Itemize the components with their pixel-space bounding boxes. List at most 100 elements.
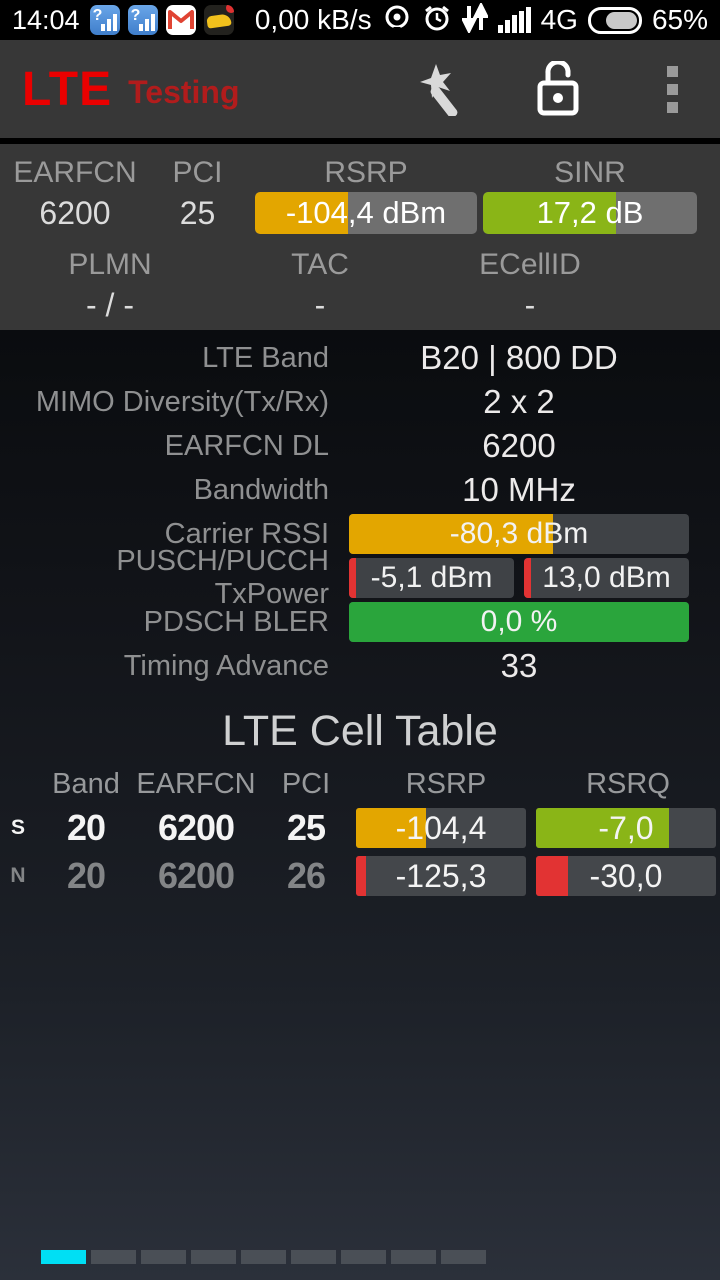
cell-table-row: S 20 6200 25 -104,4 -7,0: [0, 804, 720, 852]
status-bar: 14:04 ? ? 0,00 kB/s: [0, 0, 720, 40]
clock: 14:04: [12, 4, 80, 35]
cell-tag: S: [10, 816, 25, 839]
cell-band: 20: [66, 855, 106, 896]
pager-segment[interactable]: [291, 1250, 336, 1264]
detail-bar: 0,0 %: [349, 602, 689, 642]
col-band: Band: [52, 767, 120, 800]
cell-pci: 26: [286, 855, 326, 896]
pager-segment[interactable]: [91, 1250, 136, 1264]
detail-bar-value: 13,0 dBm: [542, 561, 671, 594]
detail-bar-value: -5,1 dBm: [370, 561, 493, 594]
pager-segment-active[interactable]: [41, 1250, 86, 1264]
detail-label: LTE Band: [202, 341, 329, 374]
col-rsrq: RSRQ: [586, 767, 670, 800]
data-arrows-icon: [460, 1, 489, 38]
ecellid-label: ECellID: [479, 248, 581, 281]
plmn-value: - / -: [86, 287, 134, 323]
cell-tag: N: [10, 864, 26, 887]
location-icon: [382, 3, 412, 38]
detail-bar-tx2: 13,0 dBm: [524, 558, 689, 598]
col-pci: PCI: [281, 767, 331, 800]
detail-value: 6200: [482, 427, 556, 464]
cell-table-row: N 20 6200 26 -125,3 -30,0: [0, 852, 720, 900]
page-body: LTE Band B20 | 800 DD MIMO Diversity(Tx/…: [0, 330, 720, 1280]
detail-row: EARFCN DL 6200: [0, 424, 720, 468]
tac-label: TAC: [291, 248, 349, 281]
rsrp-value: -104,4 dBm: [285, 195, 447, 230]
app-subtitle: Testing: [128, 73, 240, 110]
detail-label: Bandwidth: [193, 473, 329, 506]
detail-label: PDSCH BLER: [143, 605, 329, 638]
magic-wand-icon[interactable]: [418, 61, 470, 117]
cell-rsrq-bar: -30,0: [536, 856, 716, 896]
earfcn-value: 6200: [39, 195, 111, 231]
detail-list: LTE Band B20 | 800 DD MIMO Diversity(Tx/…: [0, 330, 720, 688]
cell-table-rows: S 20 6200 25 -104,4 -7,0 N 20 6200 26 -1…: [0, 804, 720, 900]
pager-segment[interactable]: [441, 1250, 486, 1264]
earfcn-label: EARFCN: [13, 156, 137, 189]
detail-label: Timing Advance: [123, 649, 329, 682]
pager-segment[interactable]: [141, 1250, 186, 1264]
network-traffic: 0,00 kB/s: [254, 4, 372, 35]
detail-value: 33: [500, 647, 538, 684]
app-bar-actions: [418, 61, 698, 117]
cell-rsrp-value: -125,3: [395, 857, 487, 894]
detail-bar-value: 0,0 %: [480, 605, 558, 638]
pager-segment[interactable]: [341, 1250, 386, 1264]
cell-table-header: Band EARFCN PCI RSRP RSRQ: [0, 764, 720, 804]
detail-value: 10 MHz: [462, 471, 576, 508]
game-icon: [203, 5, 234, 35]
col-rsrp: RSRP: [405, 767, 487, 800]
sinr-value: 17,2 dB: [536, 195, 644, 230]
cell-rsrq-value: -7,0: [598, 809, 654, 846]
app-signal-icon: ?: [127, 5, 158, 35]
detail-bar-value: -80,3 dBm: [449, 517, 589, 550]
cell-band: 20: [66, 807, 106, 848]
detail-row: MIMO Diversity(Tx/Rx) 2 x 2: [0, 380, 720, 424]
network-type: 4G: [540, 4, 578, 35]
cell-table-title: LTE Cell Table: [222, 707, 498, 755]
app-signal-icon: ?: [89, 5, 120, 35]
battery-percent: 65%: [651, 4, 708, 35]
detail-label: PUSCH/PUCCH TxPower: [116, 545, 329, 610]
pci-value: 25: [179, 195, 216, 231]
sinr-label: SINR: [554, 156, 626, 189]
detail-label: EARFCN DL: [164, 429, 329, 462]
overflow-menu-icon[interactable]: [646, 61, 698, 117]
cell-rsrp-bar: -125,3: [356, 856, 526, 896]
cell-earfcn: 6200: [157, 807, 235, 848]
detail-label: MIMO Diversity(Tx/Rx): [35, 385, 329, 418]
tac-value: -: [314, 287, 326, 323]
pager-segment[interactable]: [191, 1250, 236, 1264]
rsrp-label: RSRP: [324, 156, 408, 189]
status-right-cluster: 0,00 kB/s 4G 65%: [254, 1, 708, 38]
cell-rsrq-bar: -7,0: [536, 808, 716, 848]
plmn-label: PLMN: [68, 248, 152, 281]
alarm-icon: [422, 3, 452, 38]
app-bar: LTE Testing: [0, 40, 720, 141]
cell-rsrp-value: -104,4: [395, 809, 487, 846]
gmail-icon: [165, 5, 196, 35]
pager-segment[interactable]: [391, 1250, 436, 1264]
detail-row: PUSCH/PUCCH TxPower -5,1 dBm 13,0 dBm: [0, 545, 720, 610]
cell-pci: 25: [286, 807, 326, 848]
detail-value: 2 x 2: [483, 383, 555, 420]
pager-segment[interactable]: [241, 1250, 286, 1264]
cell-rsrq-value: -30,0: [589, 857, 663, 894]
lock-open-icon[interactable]: [532, 61, 584, 117]
detail-row: Timing Advance 33: [0, 644, 720, 688]
pci-label: PCI: [172, 156, 223, 189]
detail-row: Carrier RSSI -80,3 dBm: [0, 512, 720, 556]
app-title: LTE: [22, 62, 113, 116]
cell-earfcn: 6200: [157, 855, 235, 896]
page-indicator: [41, 1250, 486, 1264]
cell-rsrp-bar: -104,4: [356, 808, 526, 848]
ecellid-value: -: [524, 287, 536, 323]
signal-bars-icon: [497, 7, 531, 33]
detail-label: Carrier RSSI: [164, 517, 329, 550]
detail-value: B20 | 800 DD: [420, 339, 618, 376]
battery-icon: [587, 6, 642, 34]
detail-row: LTE Band B20 | 800 DD: [0, 336, 720, 380]
rsrp-bar: -104,4 dBm: [255, 192, 477, 234]
